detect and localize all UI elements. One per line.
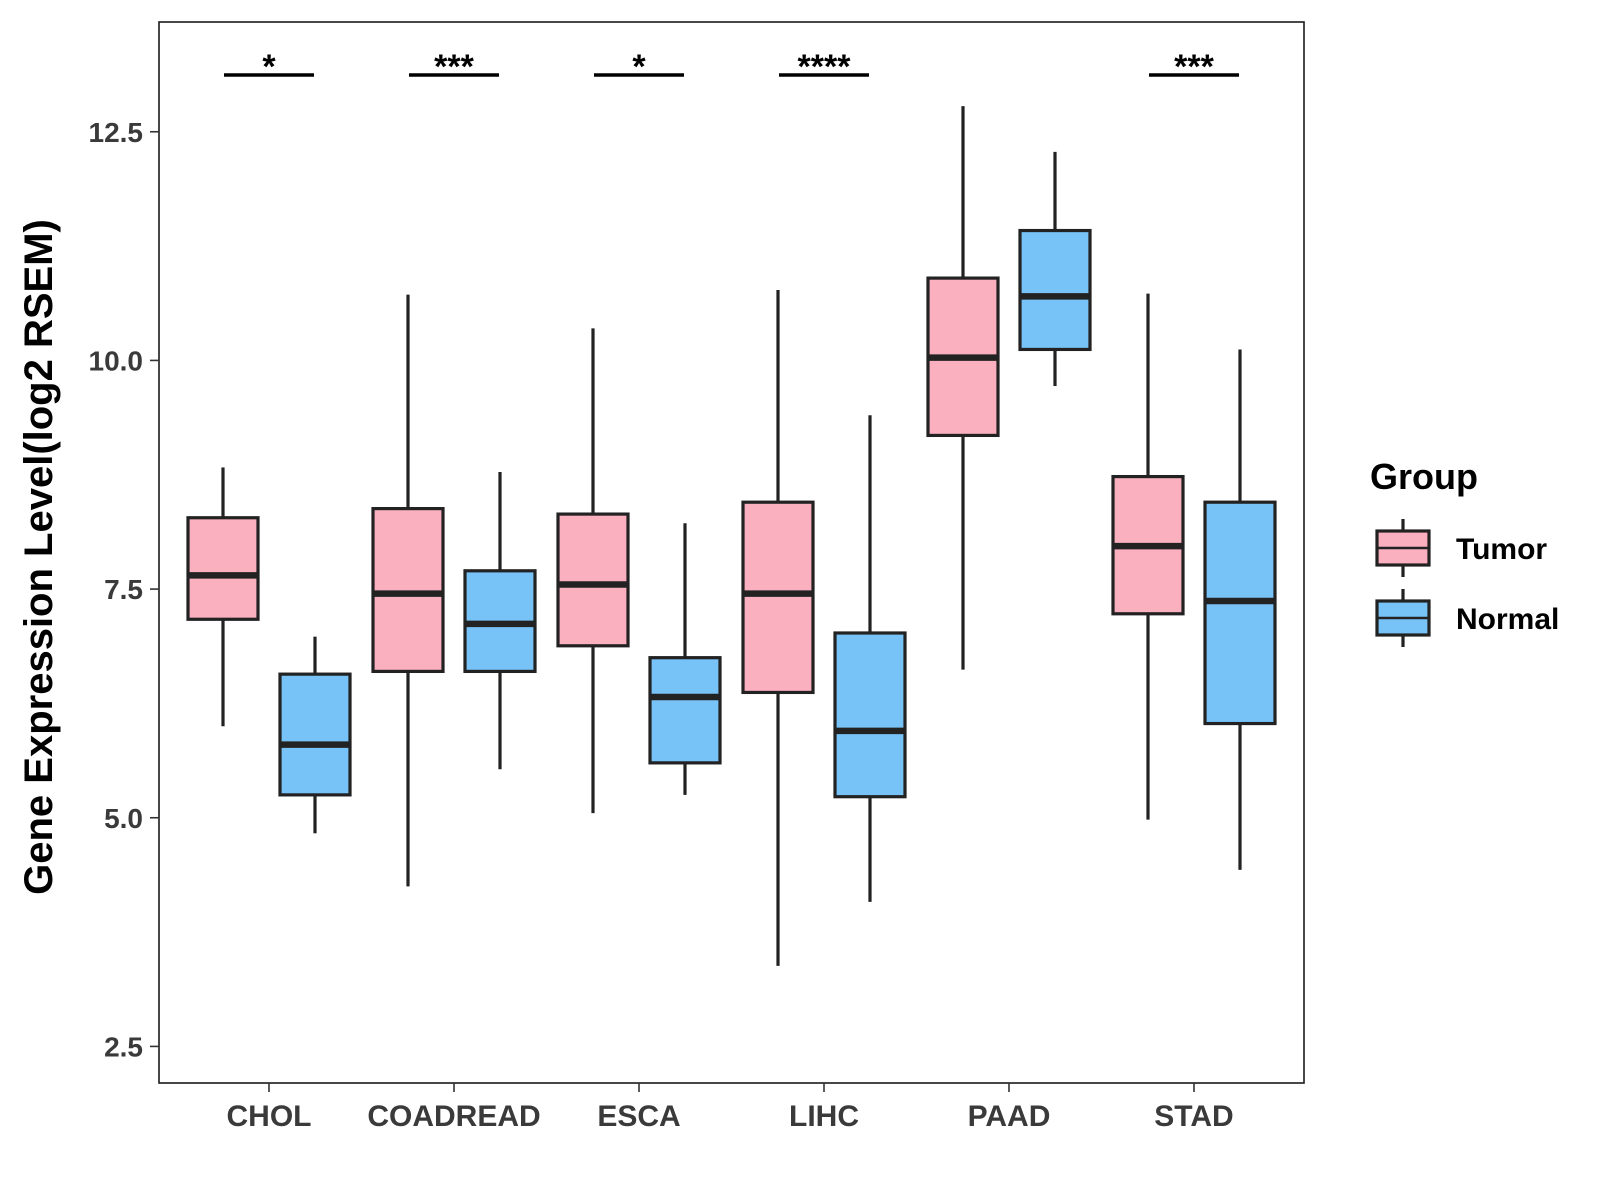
legend-label: Normal xyxy=(1456,603,1559,636)
box-body xyxy=(556,512,630,648)
significance-annotations: * *** * **** *** xyxy=(224,48,1239,86)
y-axis: 2.5 5.0 7.5 10.0 12.5 xyxy=(89,117,159,1062)
x-tick-label: CHOL xyxy=(227,1100,312,1133)
legend: Group Tumor Normal xyxy=(1370,456,1559,647)
boxes xyxy=(186,106,1277,966)
y-tick-label: 7.5 xyxy=(104,574,143,605)
legend-title: Group xyxy=(1370,456,1478,497)
box-normal-chol xyxy=(278,636,352,834)
x-axis: CHOL COADREAD ESCA LIHC PAAD STAD xyxy=(227,1083,1234,1133)
box-body xyxy=(1203,500,1277,726)
y-tick-label: 12.5 xyxy=(89,117,144,148)
box-tumor-chol xyxy=(186,467,260,727)
box-normal-lihc xyxy=(833,415,907,902)
significance-label: * xyxy=(632,48,646,86)
x-tick-label: STAD xyxy=(1154,1100,1233,1133)
legend-label: Tumor xyxy=(1456,533,1547,566)
box-tumor-coadread xyxy=(371,294,445,887)
significance-label: *** xyxy=(1174,48,1214,86)
box-normal-stad xyxy=(1203,349,1277,870)
x-tick-label: LIHC xyxy=(789,1100,859,1133)
y-tick-label: 10.0 xyxy=(89,345,144,376)
box-body xyxy=(278,672,352,797)
x-tick-label: ESCA xyxy=(597,1100,680,1133)
x-tick-label: COADREAD xyxy=(367,1100,540,1133)
significance-label: **** xyxy=(798,48,852,86)
box-body xyxy=(371,506,445,674)
significance-label: *** xyxy=(434,48,474,86)
box-normal-coadread xyxy=(463,472,537,770)
box-body xyxy=(186,516,260,621)
box-tumor-paad xyxy=(926,106,1000,670)
box-body xyxy=(741,500,815,695)
legend-item-normal: Normal xyxy=(1375,589,1559,647)
y-tick-label: 5.0 xyxy=(104,803,143,834)
y-tick-label: 2.5 xyxy=(104,1031,143,1062)
legend-item-tumor: Tumor xyxy=(1375,519,1547,577)
box-tumor-lihc xyxy=(741,289,815,966)
box-body xyxy=(833,631,907,799)
y-axis-title: Gene Expression Level(log2 RSEM) xyxy=(17,219,61,895)
box-normal-esca xyxy=(648,523,722,795)
box-normal-paad xyxy=(1018,151,1092,387)
box-tumor-esca xyxy=(556,328,630,814)
box-body xyxy=(648,656,722,765)
significance-label: * xyxy=(262,48,276,86)
x-tick-label: PAAD xyxy=(968,1100,1051,1133)
box-tumor-stad xyxy=(1111,293,1185,820)
box-body xyxy=(1018,228,1092,352)
